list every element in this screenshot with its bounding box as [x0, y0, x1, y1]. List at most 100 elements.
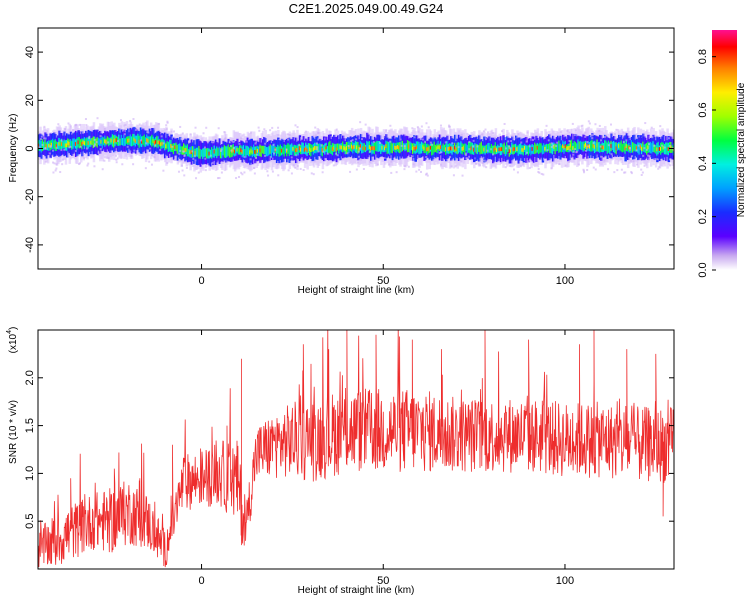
heatmap-peak [300, 147, 303, 152]
heatmap-speckle [93, 165, 96, 168]
heatmap-core [614, 142, 617, 154]
heatmap-core [326, 146, 330, 154]
heatmap-core [268, 146, 271, 156]
heatmap-speckle [491, 132, 494, 135]
heatmap-core [43, 141, 46, 151]
heatmap-core [263, 145, 266, 155]
heatmap-speckle [154, 144, 157, 147]
heatmap-peak [233, 149, 237, 154]
heatmap-core [605, 140, 608, 152]
heatmap-speckle [55, 163, 58, 166]
heatmap-speckle [609, 123, 612, 126]
heatmap-core [200, 149, 204, 157]
heatmap-core [71, 140, 74, 150]
heatmap-core [467, 141, 471, 153]
heatmap-core [228, 147, 232, 158]
heatmap-speckle [55, 146, 58, 149]
spectrogram-ytick-label: 0 [24, 145, 36, 151]
heatmap-peak [462, 146, 466, 151]
heatmap-core [224, 146, 228, 159]
heatmap-peak [110, 138, 114, 143]
heatmap-speckle [189, 133, 192, 136]
heatmap-speckle [622, 141, 625, 144]
heatmap-speckle [279, 138, 282, 141]
heatmap-core [246, 145, 250, 156]
heatmap-speckle [411, 127, 414, 130]
heatmap-core [380, 142, 383, 154]
heatmap-speckle [289, 137, 292, 140]
heatmap-core [606, 142, 610, 154]
heatmap-speckle [429, 141, 432, 144]
heatmap-speckle [399, 138, 402, 141]
heatmap-speckle [59, 171, 62, 174]
heatmap-speckle [61, 158, 64, 161]
heatmap-peak [568, 145, 571, 150]
heatmap-speckle [487, 131, 490, 134]
heatmap-peak [286, 148, 289, 153]
heatmap-core [156, 135, 159, 148]
heatmap-speckle [417, 130, 420, 133]
heatmap-core [169, 139, 172, 152]
heatmap-core [507, 145, 510, 152]
heatmap-core [342, 141, 345, 153]
heatmap-peak [615, 146, 618, 151]
heatmap-speckle [59, 155, 62, 158]
heatmap-peak [381, 145, 384, 150]
heatmap-speckle [287, 169, 290, 172]
heatmap-speckle [641, 171, 644, 174]
heatmap-core [183, 143, 186, 155]
heatmap-speckle [277, 163, 280, 166]
heatmap-core [382, 144, 386, 153]
heatmap-core [177, 143, 181, 154]
heatmap-speckle [316, 148, 319, 151]
heatmap-peak [523, 145, 527, 150]
heatmap-speckle [292, 164, 295, 167]
heatmap-speckle [468, 140, 471, 143]
heatmap-speckle [500, 162, 503, 165]
heatmap-speckle [304, 130, 307, 133]
heatmap-speckle [129, 150, 132, 153]
heatmap-core [619, 142, 622, 151]
heatmap-speckle [335, 128, 338, 131]
heatmap-peak [565, 146, 569, 151]
heatmap-peak [250, 148, 253, 153]
heatmap-speckle [619, 158, 622, 161]
heatmap-speckle [460, 133, 463, 136]
heatmap-core [621, 143, 625, 153]
snr-multiplier-close: ) [8, 327, 19, 330]
heatmap-peak [45, 144, 49, 149]
heatmap-speckle [83, 156, 86, 159]
snr-xtick-label: 50 [377, 575, 389, 587]
heatmap-speckle [159, 148, 162, 151]
heatmap-speckle [40, 135, 43, 138]
heatmap-core [488, 142, 491, 153]
heatmap-speckle [492, 153, 495, 156]
heatmap-speckle [240, 171, 243, 174]
heatmap-peak [294, 148, 298, 153]
heatmap-core [520, 143, 523, 155]
heatmap-core [386, 141, 390, 154]
heatmap-speckle [174, 158, 177, 161]
heatmap-speckle [426, 174, 429, 177]
heatmap-speckle [660, 144, 663, 147]
heatmap-core [515, 143, 518, 153]
heatmap-peak [371, 146, 374, 151]
heatmap-speckle [194, 126, 197, 129]
heatmap-speckle [648, 143, 651, 146]
heatmap-speckle [277, 134, 280, 137]
heatmap-speckle [583, 171, 586, 174]
heatmap-speckle [425, 122, 428, 125]
heatmap-core [258, 146, 261, 157]
heatmap-peak [610, 144, 613, 148]
heatmap-speckle [295, 154, 298, 157]
heatmap-speckle [451, 136, 454, 139]
heatmap-speckle [68, 146, 71, 149]
heatmap-speckle [202, 132, 205, 135]
heatmap-peak [427, 147, 430, 152]
heatmap-speckle [505, 147, 508, 150]
spectrogram-ylabel: Frequency (Hz) [8, 114, 19, 183]
heatmap-speckle [564, 164, 567, 167]
heatmap-core [102, 137, 106, 146]
heatmap-peak [563, 145, 566, 150]
heatmap-speckle [220, 149, 223, 152]
